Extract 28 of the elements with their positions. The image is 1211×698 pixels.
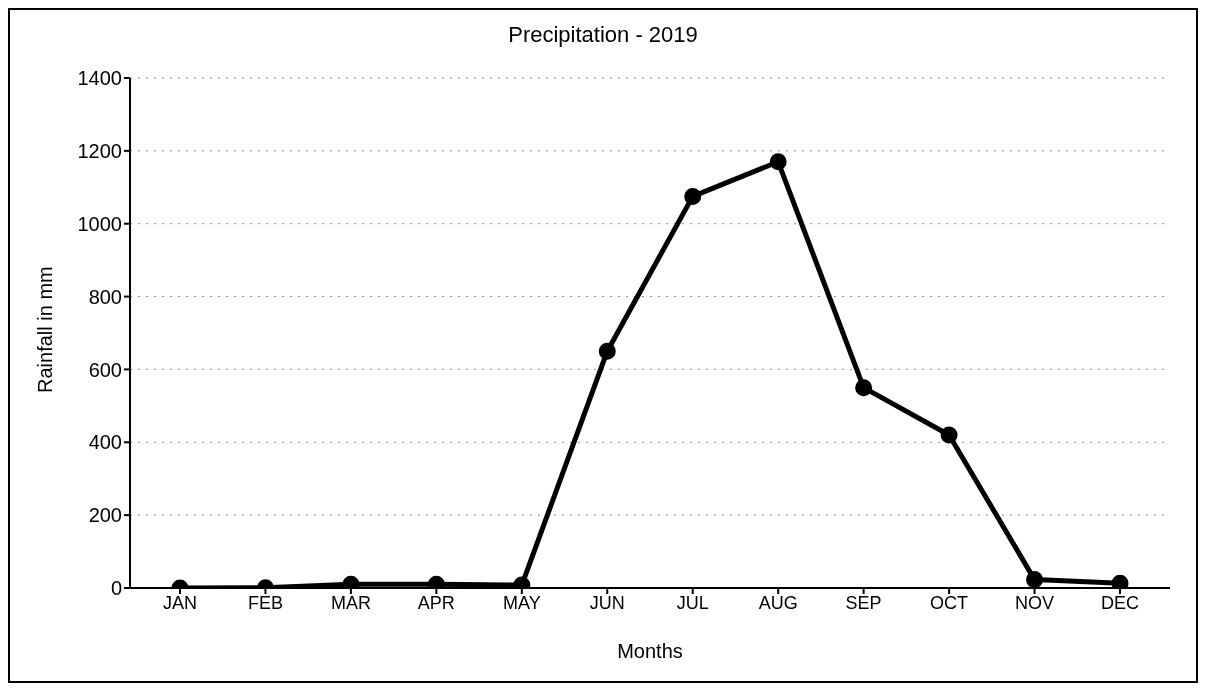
x-axis-title: Months xyxy=(617,640,683,662)
point xyxy=(769,153,787,171)
y-tick-label: 200 xyxy=(88,504,122,527)
y-tick-label: 400 xyxy=(88,431,122,454)
point xyxy=(940,426,958,444)
y-tick-label: 1200 xyxy=(77,139,122,162)
x-tick-label: NOV xyxy=(1015,592,1055,613)
point xyxy=(684,187,702,205)
y-tick-label: 800 xyxy=(88,285,122,308)
point xyxy=(598,342,616,360)
x-tick-label: JUL xyxy=(676,592,709,613)
x-tick-label: OCT xyxy=(930,592,969,613)
x-tick-label: DEC xyxy=(1100,592,1140,613)
y-tick-label: 1000 xyxy=(77,212,122,235)
x-tick-label: JUN xyxy=(589,592,625,613)
x-tick-label: AUG xyxy=(758,592,798,613)
y-axis-title: Rainfall in mm xyxy=(34,266,57,393)
y-tick-label: 0 xyxy=(110,577,122,600)
x-tick-label: MAY xyxy=(502,592,541,613)
y-tick-label: 1400 xyxy=(77,67,122,90)
x-tick-label: FEB xyxy=(247,592,283,613)
point xyxy=(855,379,873,397)
x-tick-label: MAR xyxy=(330,592,371,613)
y-tick-label: 600 xyxy=(88,358,122,381)
x-tick-label: SEP xyxy=(845,592,882,613)
chart-title: Precipitation - 2019 xyxy=(507,22,699,48)
x-tick-label: JAN xyxy=(162,592,198,613)
x-tick-label: APR xyxy=(417,592,455,613)
